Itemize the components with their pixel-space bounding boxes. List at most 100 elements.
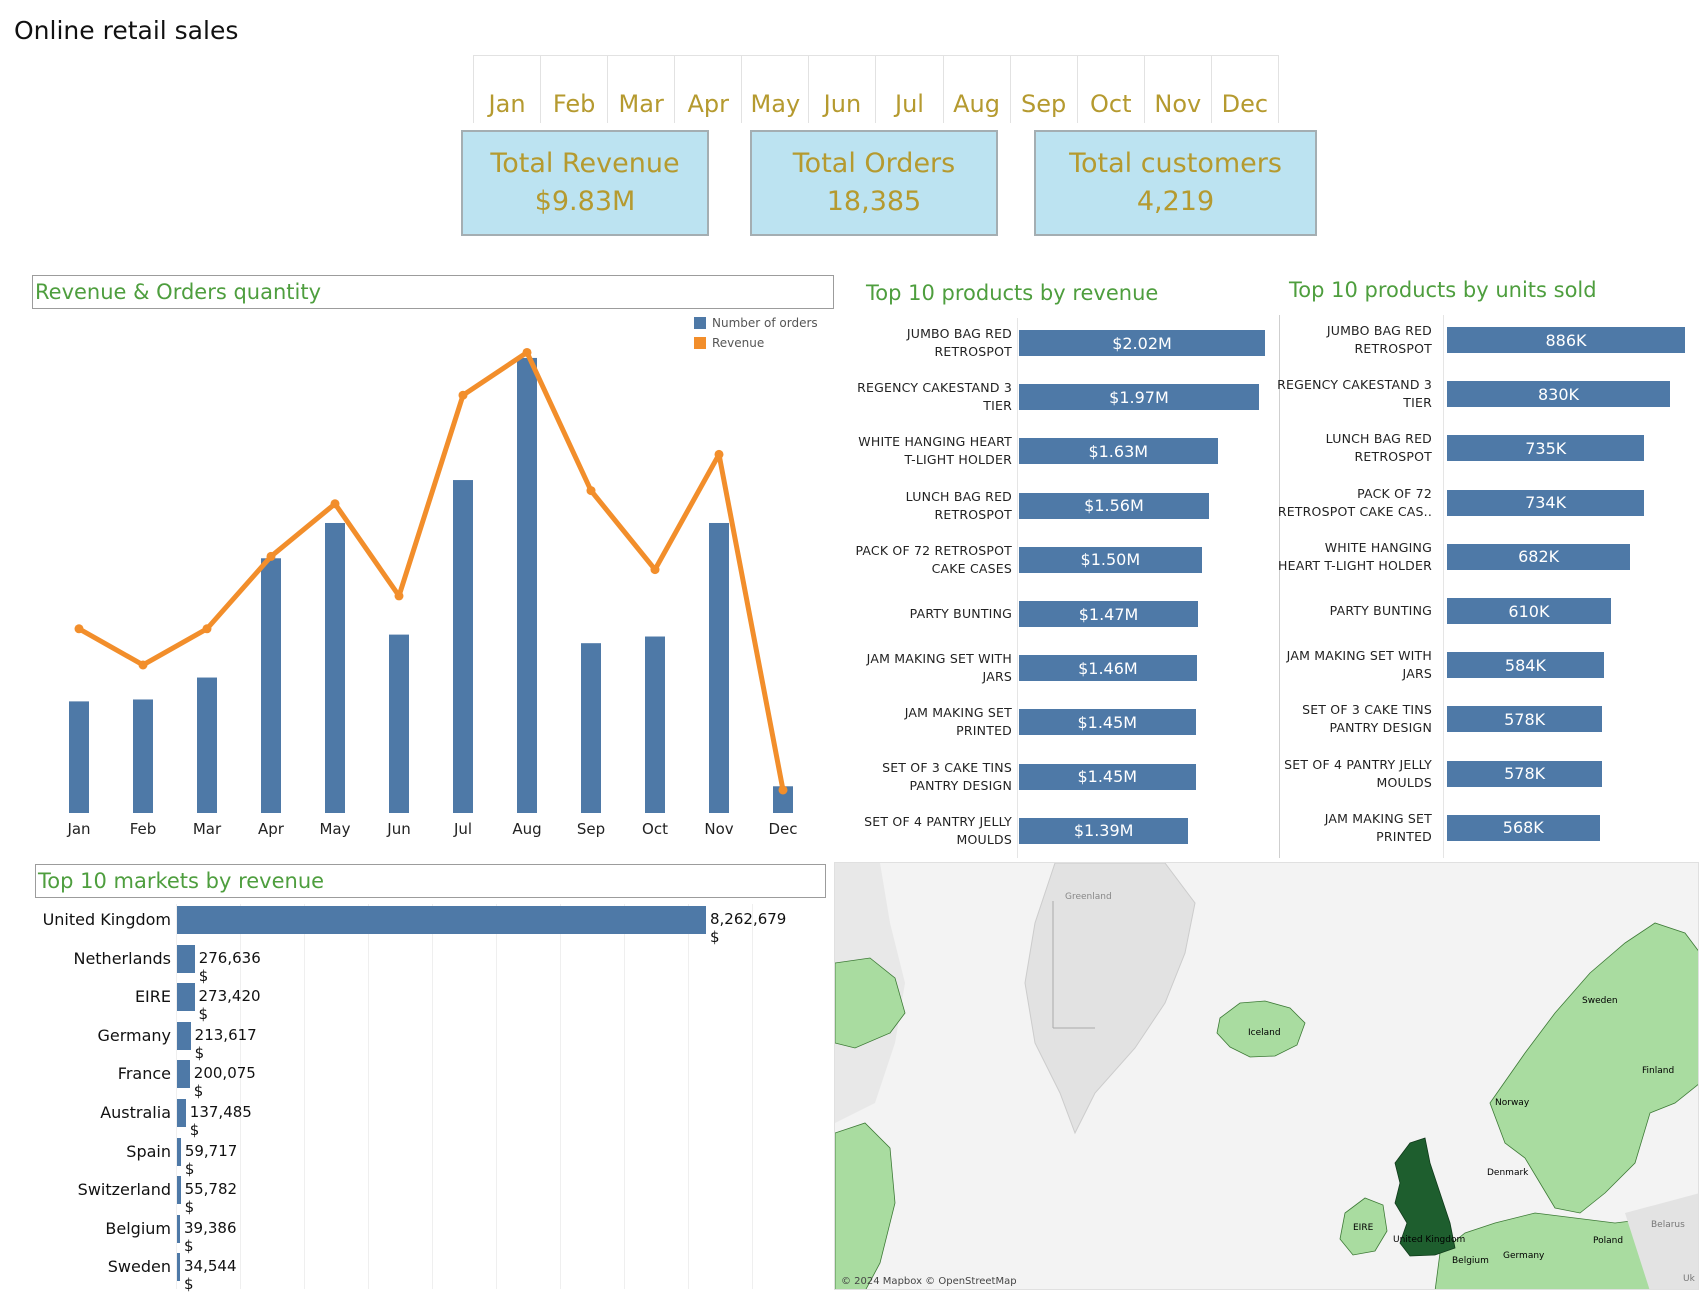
product-bar[interactable]: $1.97M <box>1019 384 1259 411</box>
product-bar[interactable]: 830K <box>1447 381 1670 408</box>
revenue-point-apr <box>266 551 276 561</box>
product-label-line: PANTRY DESIGN <box>909 777 1012 793</box>
map-label-belgium: Belgium <box>1452 1256 1489 1266</box>
product-bar[interactable]: 735K <box>1447 435 1645 462</box>
month-filter-jun[interactable]: Jun <box>809 56 877 123</box>
product-label-line: RETROSPOT <box>934 506 1012 522</box>
map-label-uk: United Kingdom <box>1393 1235 1465 1245</box>
product-bar[interactable]: 578K <box>1447 706 1603 733</box>
month-filter-nov[interactable]: Nov <box>1145 56 1212 123</box>
product-label: WHITE HANGING HEART T-LIGHT HOLDER <box>812 433 1012 469</box>
legend-swatch-revenue <box>694 337 706 349</box>
market-map[interactable]: Greenland Iceland Sweden Finland Norway … <box>834 862 1699 1290</box>
grid-line <box>368 904 369 1289</box>
product-bar[interactable]: 734K <box>1447 489 1645 516</box>
market-bar-netherlands[interactable] <box>177 944 195 973</box>
market-bar-eire[interactable] <box>177 983 195 1012</box>
map-label-greenland: Greenland <box>1065 892 1112 902</box>
ireland-shape <box>1339 1197 1388 1256</box>
product-bar[interactable]: $1.46M <box>1019 655 1197 682</box>
x-tick-label: Dec <box>768 820 797 838</box>
grid-line <box>240 904 241 1289</box>
divider <box>1279 315 1280 858</box>
month-filter-may[interactable]: May <box>742 56 810 123</box>
product-label-line: TIER <box>1403 395 1432 411</box>
market-label: Belgium <box>105 1218 171 1238</box>
bar-orders-nov <box>709 522 729 813</box>
bar-value-label: 584K <box>1504 655 1546 675</box>
product-label-line: JARS <box>982 669 1012 685</box>
product-bar[interactable]: $1.45M <box>1019 763 1196 790</box>
bar-orders-jul <box>453 480 473 813</box>
bar-value-label: 735K <box>1525 438 1567 458</box>
bar-value-label: 578K <box>1504 764 1546 784</box>
revenue-point-jun <box>394 591 404 601</box>
month-filter-oct[interactable]: Oct <box>1078 56 1145 123</box>
month-filter-feb[interactable]: Feb <box>541 56 609 123</box>
month-filter-apr[interactable]: Apr <box>675 56 743 123</box>
bar-orders-apr <box>261 558 281 813</box>
map-label-belarus: Belarus <box>1651 1220 1685 1230</box>
market-label: France <box>117 1064 171 1084</box>
product-bar[interactable]: $1.63M <box>1019 438 1218 465</box>
product-label: JAM MAKING SET PRINTED <box>812 704 1012 740</box>
market-label: Spain <box>126 1141 171 1161</box>
market-bar-spain[interactable] <box>177 1137 181 1166</box>
month-filter-aug[interactable]: Aug <box>944 56 1011 123</box>
product-label-line: WHITE HANGING HEART <box>858 434 1012 450</box>
markets-chart-title: Top 10 markets by revenue <box>35 864 826 898</box>
product-label: SET OF 4 PANTRY JELLY MOULDS <box>1232 756 1432 792</box>
axis-line <box>1443 315 1444 858</box>
kpi-value: $9.83M <box>534 186 636 217</box>
market-bar-switzerland[interactable] <box>177 1176 181 1205</box>
market-value-label: 276,636 $ <box>198 948 261 985</box>
month-filter-mar[interactable]: Mar <box>608 56 676 123</box>
market-bar-australia[interactable] <box>177 1099 186 1127</box>
month-filter-dec[interactable]: Dec <box>1212 56 1279 123</box>
product-bar[interactable]: $1.39M <box>1019 817 1189 844</box>
bar-value-label: $1.97M <box>1109 387 1169 407</box>
product-label-line: RETROSPOT CAKE CAS.. <box>1277 503 1432 519</box>
market-bar-france[interactable] <box>177 1060 190 1089</box>
revenue-orders-chart: Number of orders Revenue Jan Feb Mar Apr May Ju… <box>66 316 817 838</box>
kpi-label: Total Orders <box>792 148 956 179</box>
map-label-uk-edge: Uk <box>1683 1274 1696 1284</box>
product-bar[interactable]: 584K <box>1447 652 1604 679</box>
product-bar[interactable]: 610K <box>1447 598 1611 624</box>
product-bar[interactable]: 568K <box>1447 814 1600 841</box>
month-filter-jan[interactable]: Jan <box>474 56 542 123</box>
bar-orders-feb <box>133 699 153 813</box>
product-bar[interactable]: $1.50M <box>1019 546 1202 573</box>
product-bar[interactable]: 886K <box>1447 327 1685 353</box>
market-bar-sweden[interactable] <box>177 1253 180 1282</box>
product-label-line: SET OF 3 CAKE TINS <box>1302 702 1432 718</box>
product-bar[interactable]: 578K <box>1447 760 1603 787</box>
grid-line <box>496 904 497 1289</box>
x-tick-label: Aug <box>512 820 541 838</box>
product-bar[interactable]: $1.45M <box>1019 709 1196 736</box>
revenue-point-aug <box>522 347 532 357</box>
product-bar[interactable]: $1.47M <box>1019 601 1199 627</box>
revenue-line <box>77 349 786 791</box>
market-bar-united-kingdom[interactable] <box>177 906 706 934</box>
product-bar[interactable]: $2.02M <box>1019 330 1265 356</box>
kpi-total-customers: Total customers 4,219 <box>1034 130 1317 236</box>
product-label-line: SET OF 3 CAKE TINS <box>882 759 1012 775</box>
market-label: Australia <box>100 1103 171 1122</box>
month-filter-jul[interactable]: Jul <box>876 56 944 123</box>
grid-line <box>624 904 625 1289</box>
market-bar-belgium[interactable] <box>177 1214 180 1243</box>
market-value-label: 213,617 $ <box>194 1025 257 1062</box>
market-label: EIRE <box>134 987 171 1007</box>
map-label-eire: EIRE <box>1353 1223 1374 1233</box>
product-label: SET OF 3 CAKE TINS PANTRY DESIGN <box>812 759 1012 795</box>
x-tick-label: Mar <box>193 820 222 838</box>
bar-value-label: $1.45M <box>1077 767 1138 787</box>
product-bar[interactable]: 682K <box>1447 543 1631 570</box>
product-bar[interactable]: $1.56M <box>1019 492 1209 519</box>
market-bar-germany[interactable] <box>177 1021 191 1050</box>
month-filter-sep[interactable]: Sep <box>1011 56 1078 123</box>
x-tick-label: Jan <box>66 820 90 838</box>
product-label: JAM MAKING SET PRINTED <box>1232 810 1432 846</box>
product-label-line: PARTY BUNTING <box>909 606 1012 621</box>
